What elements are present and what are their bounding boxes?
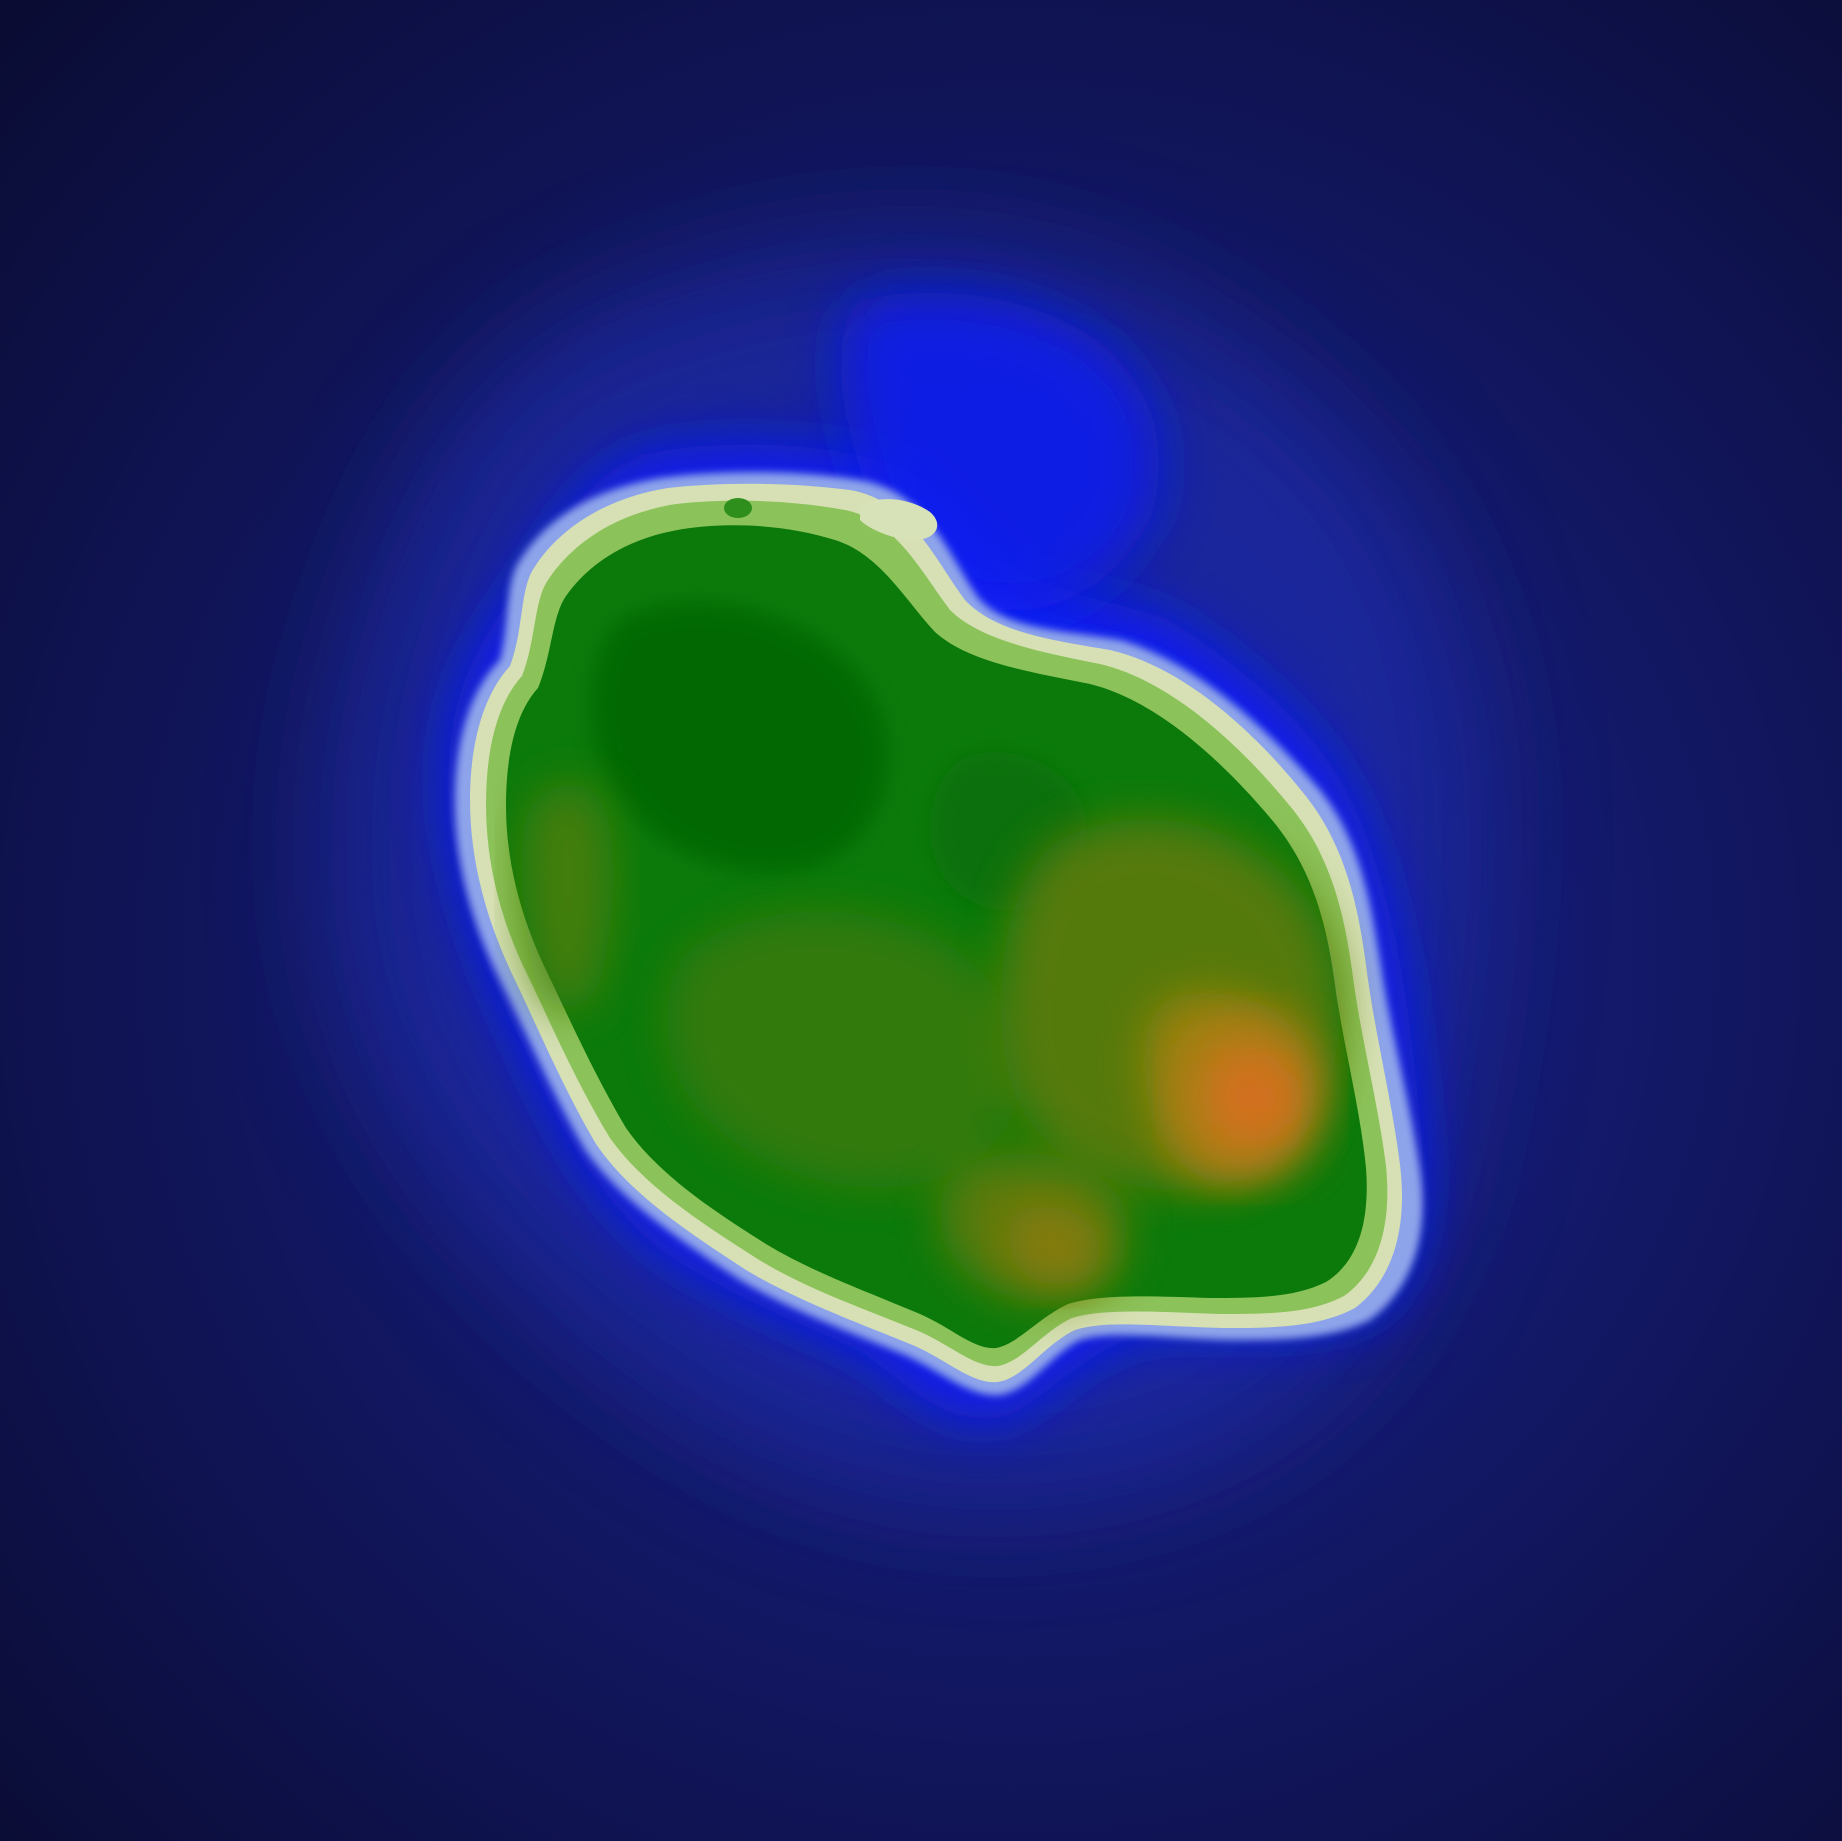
islet — [724, 498, 752, 518]
north-sandbar — [860, 499, 938, 540]
upland-center — [666, 911, 1022, 1188]
upland-west — [522, 782, 614, 1012]
peak-core — [1227, 1067, 1285, 1129]
forest-dark-patch — [591, 602, 888, 873]
hill-south — [1007, 1206, 1102, 1285]
